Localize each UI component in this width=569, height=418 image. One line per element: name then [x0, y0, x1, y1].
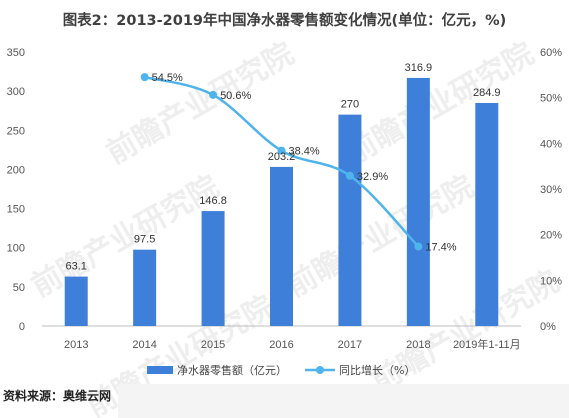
- bar-value-label: 203.2: [268, 151, 296, 163]
- bar-value-label: 97.5: [134, 234, 155, 246]
- line-series: [140, 73, 423, 251]
- x-tick-label: 2018: [406, 339, 430, 351]
- x-tick-label: 2016: [269, 339, 293, 351]
- y-right-tick-label: 60%: [540, 47, 562, 59]
- watermark-text: 前瞻产业研究院: [341, 36, 540, 171]
- y-right-tick-label: 0%: [540, 321, 556, 333]
- watermark-text: 前瞻产业研究院: [366, 264, 565, 399]
- x-tick-label: 2014: [132, 339, 156, 351]
- legend-line-marker: [316, 366, 324, 374]
- y-left-tick-label: 250: [7, 125, 25, 137]
- data-labels: 63.1 97.5 146.8 203.2 270 316.9 284.9 54.5% 50.6…: [66, 62, 501, 273]
- y-right-tick-label: 30%: [540, 184, 562, 196]
- y-left-tick-label: 350: [7, 47, 25, 59]
- bar-value-label: 284.9: [473, 87, 501, 99]
- bar-value-label: 63.1: [66, 261, 87, 273]
- y-left-tick-label: 150: [7, 204, 25, 216]
- y-left-tick-label: 200: [7, 164, 25, 176]
- line-value-label: 38.4%: [289, 146, 320, 158]
- footer-mask: [118, 384, 569, 418]
- bar: [133, 249, 157, 326]
- legend: 净水器零售额（亿元） 同比增长（%）: [147, 363, 415, 377]
- watermark-text: 前瞻产业研究院: [26, 169, 225, 304]
- x-tick-label: 2015: [201, 339, 225, 351]
- line-value-label: 17.4%: [425, 242, 456, 254]
- bar: [64, 276, 88, 326]
- watermark-text: 前瞻产业研究院: [281, 169, 480, 304]
- line-point: [140, 73, 149, 82]
- y-right-tick-label: 20%: [540, 230, 562, 242]
- y-left-tick-label: 50: [13, 282, 25, 294]
- page-title: 图表2：2013-2019年中国净水器零售额变化情况(单位：亿元，%): [62, 13, 507, 29]
- source-note: 资料来源：奥维云网: [3, 389, 112, 403]
- bar: [475, 102, 499, 327]
- bar-value-label: 146.8: [199, 195, 227, 207]
- bar-value-label: 316.9: [405, 62, 433, 74]
- y-left-tick-label: 0: [19, 321, 25, 333]
- line-point: [414, 242, 423, 251]
- x-tick-label: 2019年1-11月: [453, 337, 521, 351]
- line-value-label: 50.6%: [220, 90, 251, 102]
- line-value-label: 32.9%: [357, 171, 388, 183]
- line-point: [345, 171, 354, 180]
- bar: [406, 77, 430, 327]
- legend-line-label: 同比增长（%）: [339, 363, 415, 377]
- y-right-tick-label: 40%: [540, 138, 562, 150]
- line-point: [277, 146, 286, 155]
- line-point: [209, 90, 218, 99]
- bar: [201, 211, 225, 326]
- chart-axes: 0 50 100 150 200 250 300 350 0% 10% 20% 30% 40% 50% 60…: [7, 47, 563, 351]
- y-right-tick-label: 50%: [540, 93, 562, 105]
- y-right-tick-label: 10%: [540, 275, 562, 287]
- x-tick-label: 2017: [338, 339, 362, 351]
- legend-bar-label: 净水器零售额（亿元）: [177, 363, 287, 377]
- bar: [270, 166, 293, 326]
- y-left-tick-label: 100: [7, 243, 25, 255]
- line-value-label: 54.5%: [152, 72, 183, 84]
- bar-series: [64, 77, 499, 327]
- legend-bar-swatch: [147, 366, 173, 374]
- y-left-tick-label: 300: [7, 86, 25, 98]
- x-tick-label: 2013: [64, 339, 88, 351]
- bar: [338, 114, 362, 326]
- bar-value-label: 270: [341, 99, 359, 111]
